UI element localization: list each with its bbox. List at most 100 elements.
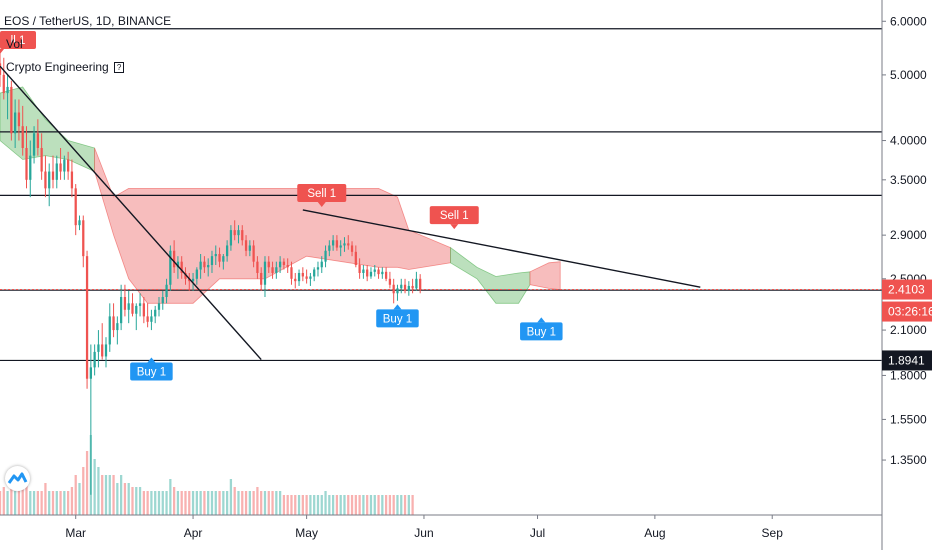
candle-body — [294, 278, 297, 282]
volume-bar — [78, 483, 81, 515]
time-tick-label: Mar — [65, 526, 86, 540]
volume-bar — [203, 491, 206, 515]
level-price-marker-bg — [882, 350, 932, 371]
volume-bar — [362, 495, 365, 515]
candle-body — [74, 188, 77, 226]
volume-bar — [358, 495, 361, 515]
candle-body — [165, 284, 168, 298]
volume-bar — [222, 491, 225, 515]
trend-line — [0, 65, 262, 360]
sell-signal-label-box — [429, 206, 479, 225]
candle-body — [161, 297, 164, 304]
indicator-custom-label[interactable]: Crypto Engineering ? — [6, 60, 125, 74]
sell-signal-label-box — [297, 184, 347, 203]
settings-icon[interactable]: ? — [114, 62, 125, 74]
trend-line — [302, 209, 701, 288]
candle-body — [331, 240, 335, 246]
volume-bar — [400, 495, 403, 515]
candle-body — [191, 278, 195, 282]
volume-bar — [191, 491, 195, 515]
candle-body — [335, 240, 339, 248]
volume-bar — [180, 491, 183, 515]
candle-body — [233, 230, 236, 236]
volume-bar — [161, 491, 164, 515]
candle-countdown-marker-bg — [882, 301, 932, 322]
candle-body — [207, 265, 210, 268]
sell-signal-label: Sell 1 — [307, 188, 336, 200]
volume-bar — [233, 487, 236, 515]
candle-body — [157, 303, 161, 310]
candle-body — [138, 303, 142, 306]
volume-bar — [48, 491, 51, 515]
volume-bar — [294, 495, 297, 515]
candle-body — [358, 265, 361, 273]
volume-bar — [381, 495, 384, 515]
buy-signal-label: Buy 1 — [527, 326, 556, 338]
candle-body — [97, 344, 100, 352]
candle-body — [127, 303, 130, 310]
candle-body — [176, 261, 180, 268]
volume-bar — [320, 495, 323, 515]
tradingview-logo — [5, 466, 30, 491]
volume-bar — [260, 491, 263, 515]
volume-bar — [354, 495, 357, 515]
volume-bar — [214, 491, 217, 515]
volume-bar — [218, 491, 221, 515]
candle-body — [381, 271, 384, 275]
buy-signal-label: Buy 1 — [137, 366, 166, 378]
volume-bar — [10, 483, 13, 515]
candle-body — [150, 316, 153, 322]
candle-body — [252, 245, 255, 262]
candle-body — [104, 344, 108, 357]
candle-body — [142, 303, 145, 317]
volume-bar — [14, 491, 17, 515]
volume-bar — [403, 495, 407, 515]
volume-bar — [313, 495, 316, 515]
candle-body — [82, 220, 85, 257]
price-tick-label: 1.8000 — [890, 368, 927, 382]
price-tick-label: 1.5500 — [890, 412, 927, 426]
candle-body — [415, 278, 418, 289]
candle-body — [101, 344, 104, 357]
volume-bar — [70, 487, 74, 515]
volume-bar — [44, 483, 47, 515]
candle-body — [188, 278, 191, 282]
candle-body — [222, 256, 225, 262]
candle-body — [328, 245, 331, 251]
volume-bar — [108, 475, 111, 515]
candle-body — [366, 269, 369, 277]
volume-bar — [32, 491, 36, 515]
candle-body — [419, 278, 422, 290]
candle-body — [225, 245, 229, 257]
candle-body — [396, 288, 399, 294]
volume-bar — [2, 487, 5, 515]
volume-bar — [184, 491, 187, 515]
candle-body — [400, 284, 403, 289]
volume-bar — [407, 495, 410, 515]
candle-body — [10, 86, 13, 134]
candle-body — [70, 171, 74, 189]
candle-body — [260, 272, 263, 285]
indicator-vol-label[interactable]: Vol — [6, 37, 23, 51]
volume-bar — [324, 491, 327, 515]
volume-bar — [377, 495, 380, 515]
candle-body — [347, 243, 350, 246]
candle-body — [135, 305, 138, 314]
volume-bar — [195, 491, 198, 515]
candle-body — [93, 351, 96, 368]
candle-body — [373, 269, 376, 272]
volume-bar — [135, 487, 138, 515]
candle-body — [51, 171, 55, 180]
buy-signal-arrow — [147, 357, 156, 363]
volume-bar — [411, 495, 414, 515]
candle-body — [237, 230, 240, 236]
volume-bar — [290, 495, 293, 515]
volume-bar — [229, 479, 233, 515]
candle-body — [14, 112, 17, 134]
volume-bar — [157, 491, 161, 515]
volume-bar — [55, 491, 58, 515]
candle-body — [278, 261, 282, 268]
buy-signal-label-box — [376, 309, 419, 328]
